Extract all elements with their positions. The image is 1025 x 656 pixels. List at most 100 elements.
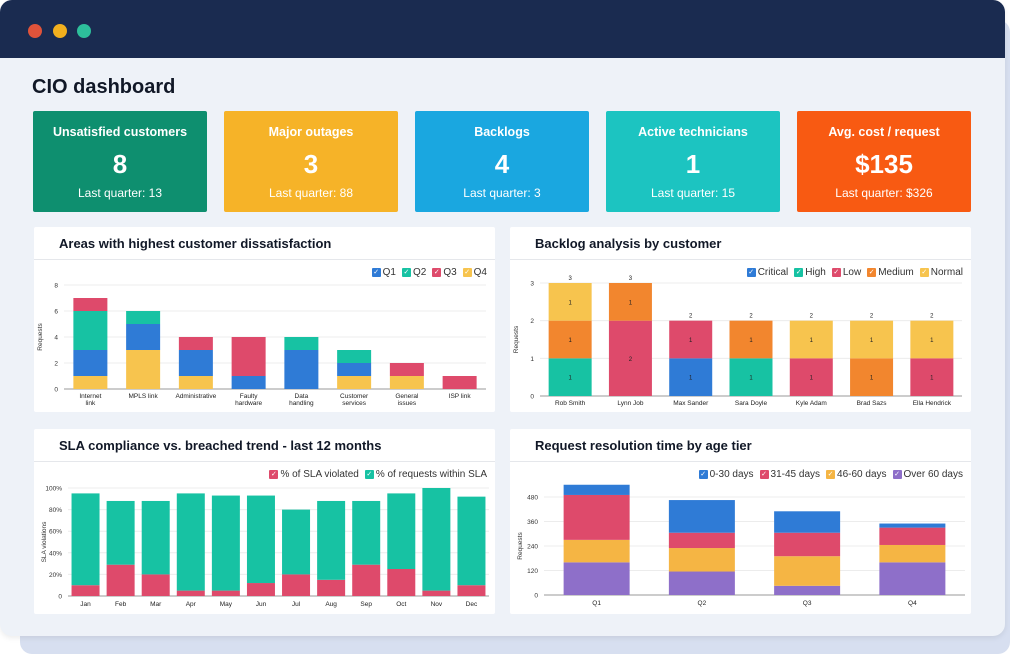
maximize-window-dot[interactable]: [77, 24, 91, 38]
x-tick-label: Data: [295, 393, 309, 400]
kpi-value: $135: [855, 149, 913, 179]
x-tick-label: Rob Smith: [555, 400, 586, 407]
checkbox-icon: ✓: [919, 268, 929, 277]
legend-item[interactable]: ✓ Medium: [867, 267, 914, 278]
bar-segment: [563, 494, 630, 540]
legend-item[interactable]: ✓ Low: [831, 267, 861, 278]
legend-item[interactable]: ✓ 46-60 days: [826, 469, 887, 480]
bar-segment: [850, 358, 894, 396]
kpi-card[interactable]: Unsatisfied customers 8 Last quarter: 13: [33, 111, 207, 212]
bar-segment: [178, 376, 213, 389]
minimize-window-dot[interactable]: [53, 24, 67, 38]
panel-title: Backlog analysis by customer: [535, 236, 722, 251]
bar-segment: [126, 350, 161, 389]
x-tick-label: Apr: [186, 601, 197, 608]
x-tick-label: Customer: [340, 393, 369, 400]
y-tick-label: 1: [530, 356, 534, 363]
panel-divider: [34, 259, 495, 260]
y-axis-label: Requests: [513, 325, 520, 353]
legend-item[interactable]: ✓% of requests within SLA: [364, 469, 487, 480]
y-tick-label: 40%: [49, 550, 62, 557]
kpi-label: Avg. cost / request: [828, 125, 940, 139]
bar-segment: [668, 548, 735, 572]
legend-item[interactable]: ✓ Q1: [371, 267, 396, 278]
bar-segment: [548, 358, 592, 396]
y-tick-label: 6: [54, 309, 58, 316]
panel-title: SLA compliance vs. breached trend - last…: [59, 438, 382, 453]
checkbox-icon: ✓: [364, 470, 374, 479]
kpi-label: Backlogs: [474, 125, 530, 139]
panel-title: Request resolution time by age tier: [535, 438, 752, 453]
checkbox-icon: ✓: [462, 268, 472, 277]
checkbox-icon: ✓: [698, 470, 708, 479]
bar-segment: [211, 495, 240, 591]
bar-segment: [106, 564, 135, 596]
legend-item[interactable]: ✓ Critical: [746, 267, 788, 278]
legend-item[interactable]: ✓ Q4: [462, 267, 487, 278]
chart-legend: ✓% of SLA violated ✓% of requests within …: [263, 469, 487, 480]
bar-segment: [352, 500, 381, 565]
app-window: CIO dashboard Unsatisfied customers 8 Last…: [0, 0, 1005, 636]
bar-segment: [669, 320, 713, 359]
bar-segment: [387, 569, 416, 596]
bar-segment: [141, 574, 170, 596]
y-axis-label: SLA violations: [41, 521, 48, 563]
bar-segment: [73, 298, 108, 311]
kpi-label: Major outages: [268, 125, 354, 139]
bar-segment: [71, 493, 100, 586]
x-tick-label: Administrative: [175, 393, 216, 400]
data-label: 1: [568, 300, 572, 306]
legend-item[interactable]: ✓ Over 60 days: [892, 469, 963, 480]
bar-segment: [879, 562, 946, 595]
bar-segment: [789, 358, 833, 396]
legend-label: % of SLA violated: [280, 469, 359, 480]
kpi-card[interactable]: Backlogs 4 Last quarter: 3: [415, 111, 589, 212]
y-tick-label: 360: [527, 519, 538, 526]
kpi-card[interactable]: Major outages 3 Last quarter: 88: [224, 111, 398, 212]
bar-segment: [126, 324, 161, 350]
legend-label: Q4: [473, 267, 487, 278]
x-tick-label: Sep: [360, 601, 372, 608]
bar-segment: [422, 488, 451, 591]
dissatisfaction-panel: Areas with highest customer dissatisfact…: [34, 227, 495, 412]
kpi-last-quarter: Last quarter: 13: [77, 186, 163, 200]
legend-item[interactable]: ✓ Normal: [919, 267, 963, 278]
legend-item[interactable]: ✓ 31-45 days: [759, 469, 820, 480]
total-label: 2: [749, 314, 753, 320]
bar-segment: [211, 590, 240, 596]
y-tick-label: 480: [527, 495, 538, 502]
y-tick-label: 240: [527, 544, 538, 551]
checkbox-icon: ✓: [269, 470, 279, 479]
legend-item[interactable]: ✓% of SLA violated: [269, 469, 359, 480]
legend-item[interactable]: ✓ 0-30 days: [698, 469, 754, 480]
total-label: 2: [689, 314, 693, 320]
total-label: 2: [930, 314, 934, 320]
kpi-card[interactable]: Active technicians 1 Last quarter: 15: [606, 111, 780, 212]
sla-chart: 0 20% 40% 60% 80% 100% SLA violations Jan Feb Mar…: [41, 486, 489, 608]
bar-segment: [73, 376, 108, 389]
bar-segment: [879, 527, 946, 545]
bar-segment: [774, 556, 841, 586]
kpi-value: 4: [494, 149, 510, 179]
legend-item[interactable]: ✓ Q3: [432, 267, 457, 278]
y-tick-label: 3: [530, 281, 534, 288]
bar-segment: [729, 358, 773, 396]
panel-divider: [510, 259, 971, 260]
bar-segment: [789, 320, 833, 359]
checkbox-icon: ✓: [371, 268, 381, 277]
x-tick-label: Max Sander: [673, 400, 709, 407]
close-window-dot[interactable]: [28, 24, 42, 38]
legend-label: 46-60 days: [837, 469, 887, 480]
kpi-label: Active technicians: [638, 125, 748, 139]
legend-item[interactable]: ✓ Q2: [401, 267, 426, 278]
bar-segment: [668, 571, 735, 595]
data-label: 1: [689, 376, 693, 382]
bar-segment: [548, 283, 592, 321]
data-label: 1: [689, 338, 693, 344]
bar-segment: [337, 363, 372, 376]
page-title: CIO dashboard: [32, 76, 176, 98]
x-tick-label: Q4: [908, 600, 917, 607]
legend-item[interactable]: ✓ High: [794, 267, 826, 278]
kpi-card[interactable]: Avg. cost / request $135 Last quarter: $32…: [797, 111, 971, 212]
x-tick-label: hardware: [235, 400, 262, 407]
